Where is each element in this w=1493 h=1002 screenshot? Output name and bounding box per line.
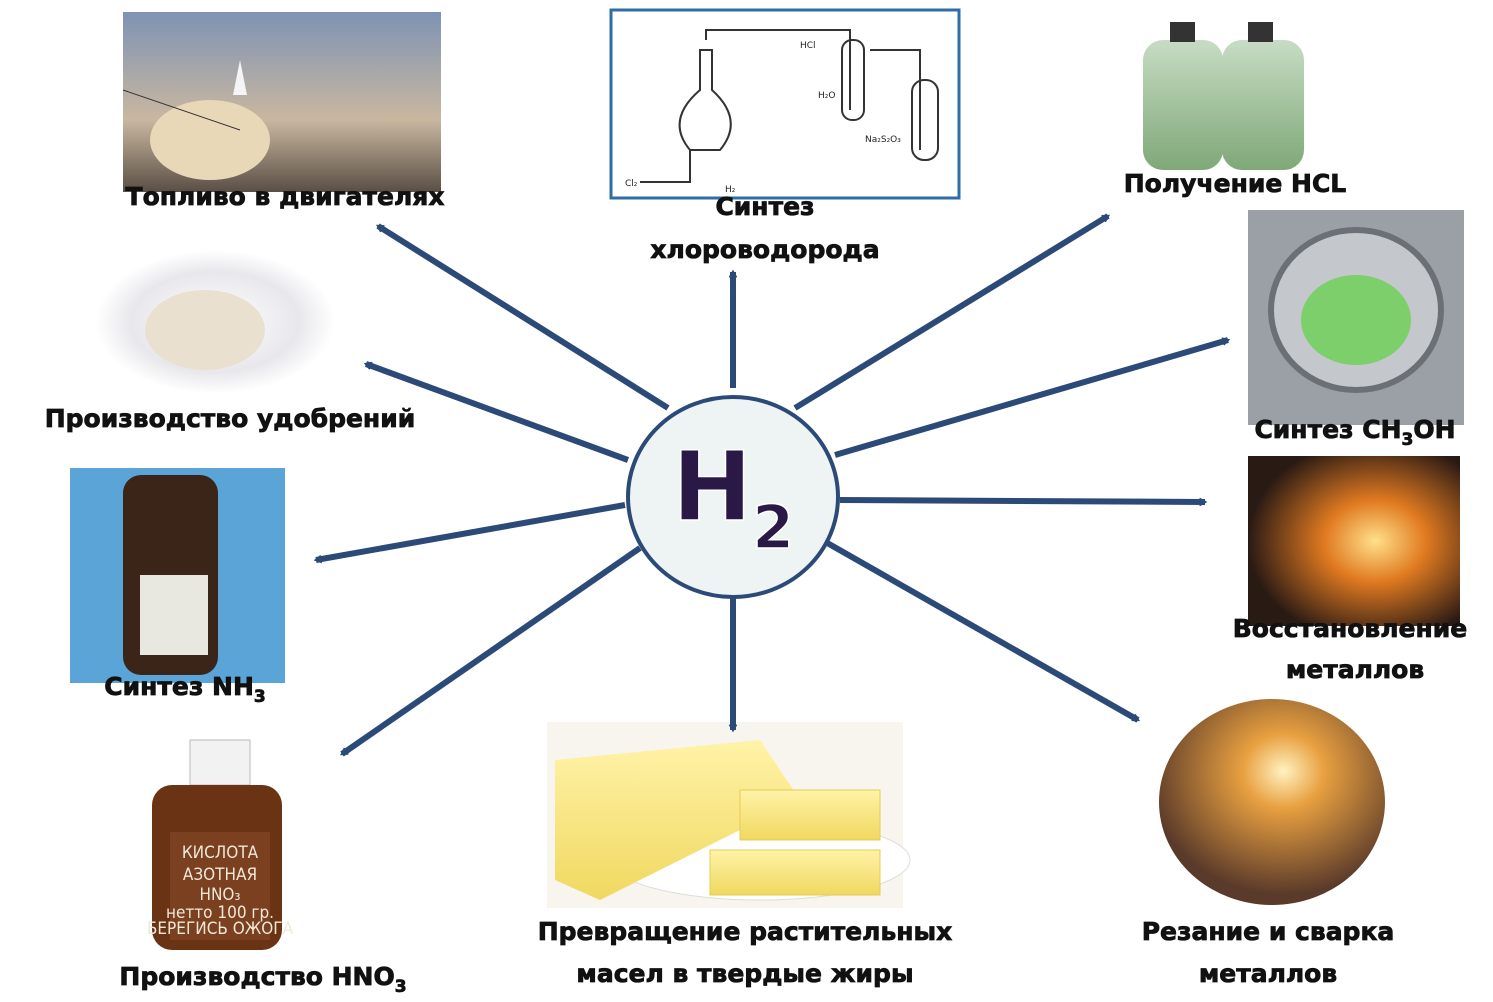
image-apparatus bbox=[611, 10, 959, 198]
label-text: Превращение растительных bbox=[538, 917, 953, 946]
node-label: Производство удобрений bbox=[45, 404, 416, 433]
bottle-label: HNO₃ bbox=[199, 885, 240, 905]
node-label: Синтез NH3 bbox=[104, 672, 266, 707]
image-fertilizer bbox=[95, 250, 335, 394]
bottle-label: АЗОТНАЯ bbox=[183, 865, 257, 885]
node-label: хлороводорода bbox=[650, 235, 879, 264]
label-tail: OH bbox=[1413, 415, 1455, 444]
arrow bbox=[822, 540, 1138, 720]
label-text: металлов bbox=[1286, 655, 1424, 684]
image-keg bbox=[1248, 210, 1464, 425]
arrow bbox=[840, 500, 1205, 502]
arrow bbox=[835, 340, 1228, 455]
bottle-label: КИСЛОТА bbox=[182, 843, 259, 863]
node-label: Резание и сварка bbox=[1142, 917, 1395, 946]
node-label: масел в твердые жиры bbox=[576, 959, 913, 988]
image-welding bbox=[1159, 699, 1385, 905]
apparatus-label: Cl₂ bbox=[625, 179, 638, 189]
image-rocket bbox=[123, 12, 441, 192]
node-label: металлов bbox=[1199, 959, 1337, 988]
node-label: Синтез bbox=[715, 192, 814, 221]
apparatus-label: H₂ bbox=[725, 185, 736, 195]
subscript: 2 bbox=[752, 493, 794, 563]
label-text: Синтез bbox=[715, 192, 814, 221]
node-label: Синтез CH3OH bbox=[1254, 415, 1455, 450]
label-text: Топливо в двигателях bbox=[126, 182, 445, 211]
node-label: Топливо в двигателях bbox=[126, 182, 445, 211]
label-text: масел в твердые жиры bbox=[576, 959, 913, 988]
image-furnace bbox=[1248, 456, 1460, 626]
apparatus-label: H₂O bbox=[818, 91, 835, 101]
label-text: Восстановление bbox=[1233, 614, 1468, 643]
node-label: металлов bbox=[1286, 655, 1424, 684]
image-butter bbox=[547, 722, 910, 908]
node-label: Получение HCL bbox=[1124, 169, 1347, 198]
label-text: Синтез CH bbox=[1254, 415, 1401, 444]
label-text: хлороводорода bbox=[650, 235, 879, 264]
label-subscript: 3 bbox=[254, 687, 266, 707]
image-hcl-bottles bbox=[1143, 22, 1304, 170]
label-text: Получение HCL bbox=[1124, 169, 1347, 198]
label-subscript: 3 bbox=[1402, 430, 1414, 450]
arrow bbox=[316, 505, 625, 560]
label-text: Резание и сварка bbox=[1142, 917, 1395, 946]
label-text: металлов bbox=[1199, 959, 1337, 988]
symbol: H bbox=[672, 431, 752, 543]
label-subscript: 3 bbox=[395, 977, 407, 997]
node-label: Восстановление bbox=[1233, 614, 1468, 643]
apparatus-label: HCl bbox=[800, 41, 816, 51]
label-text: Синтез NH bbox=[104, 672, 254, 701]
image-nh3-bottle bbox=[70, 468, 285, 683]
arrow bbox=[378, 226, 668, 408]
label-text: Производство удобрений bbox=[45, 404, 416, 433]
apparatus-label: Na₂S₂O₃ bbox=[865, 135, 901, 145]
label-text: Производство HNO bbox=[119, 962, 394, 991]
node-label: Превращение растительных bbox=[538, 917, 953, 946]
diagram: H2 Топливо в двигателях Синтез хлороводоро… bbox=[0, 0, 1493, 1002]
node-label: Производство HNO3 bbox=[119, 962, 406, 997]
bottle-label: БЕРЕГИСЬ ОЖОГА bbox=[147, 919, 294, 939]
